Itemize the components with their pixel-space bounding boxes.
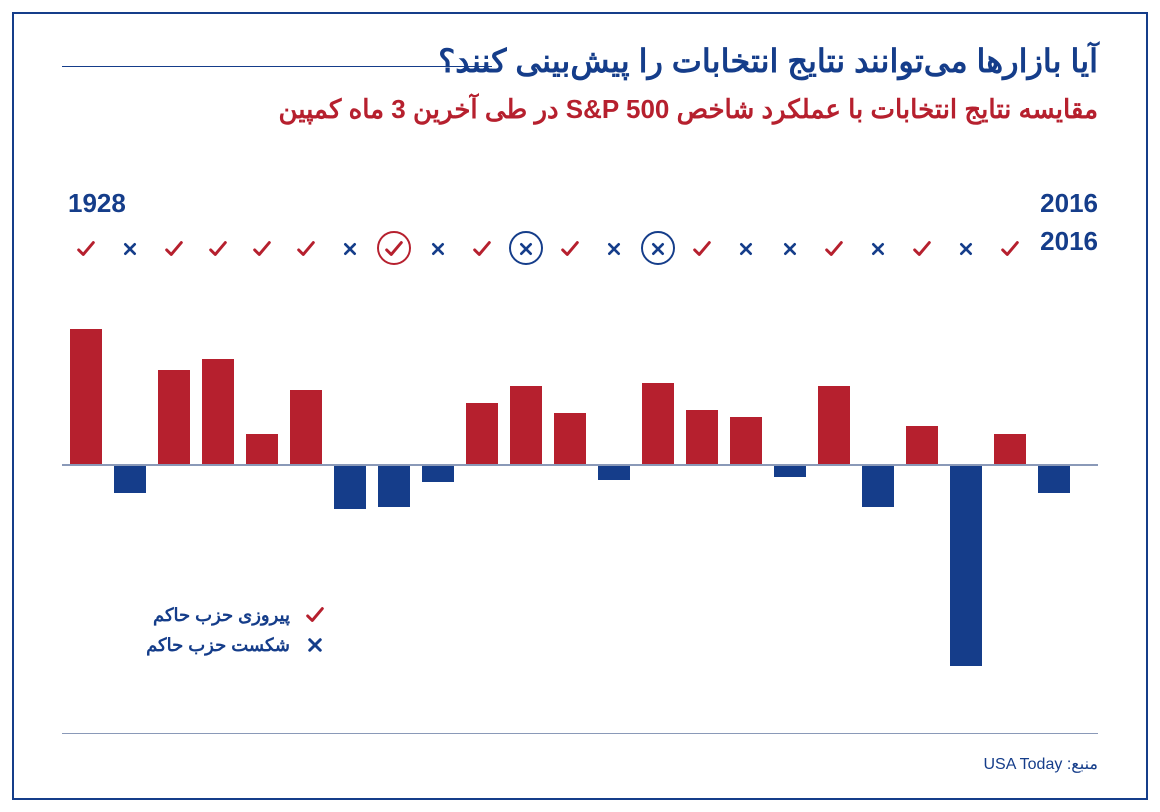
check-icon	[817, 232, 851, 266]
cross-icon	[421, 232, 455, 266]
bar	[378, 466, 410, 507]
check-icon	[553, 232, 587, 266]
cross-icon	[949, 232, 983, 266]
check-icon	[69, 232, 103, 266]
bar	[1038, 466, 1070, 493]
bar	[862, 466, 894, 507]
bar	[202, 359, 234, 464]
title-underline	[62, 66, 492, 67]
source-value: USA Today	[983, 756, 1062, 773]
bar	[334, 466, 366, 509]
bar	[818, 386, 850, 464]
subtitle: مقایسه نتایج انتخابات با عملکرد شاخص S&P…	[278, 94, 1098, 125]
bar	[730, 417, 762, 464]
bar	[642, 383, 674, 464]
chart-frame: آیا بازارها می‌توانند نتایج انتخابات را …	[12, 12, 1148, 800]
bar	[554, 413, 586, 464]
check-icon	[157, 232, 191, 266]
legend-label-win: پیروزی حزب حاکم	[153, 605, 290, 626]
bar	[158, 370, 190, 465]
legend-row-win: پیروزی حزب حاکم	[146, 604, 326, 626]
bar	[774, 466, 806, 477]
bar	[906, 426, 938, 464]
check-icon	[685, 232, 719, 266]
check-icon	[905, 232, 939, 266]
bar	[114, 466, 146, 493]
check-icon	[201, 232, 235, 266]
check-icon	[993, 232, 1027, 266]
cross-icon	[729, 232, 763, 266]
chart-area: 1928 2016 2016	[62, 184, 1098, 664]
source-label: منبع:	[1067, 756, 1098, 773]
bar	[422, 466, 454, 482]
year-label-end-top: 2016	[1040, 188, 1098, 219]
bar	[686, 410, 718, 464]
check-icon	[245, 232, 279, 266]
bar	[598, 466, 630, 480]
cross-icon	[509, 232, 543, 266]
bar	[246, 434, 278, 464]
cross-icon	[773, 232, 807, 266]
check-icon	[304, 604, 326, 626]
legend: پیروزی حزب حاکم شکست حزب حاکم	[146, 604, 326, 664]
bar	[994, 434, 1026, 464]
year-label-start: 1928	[68, 188, 126, 219]
cross-icon	[641, 232, 675, 266]
bar	[950, 466, 982, 666]
cross-icon	[113, 232, 147, 266]
cross-icon	[304, 634, 326, 656]
check-icon	[465, 232, 499, 266]
bar	[510, 386, 542, 464]
check-icon	[289, 232, 323, 266]
page-title: آیا بازارها می‌توانند نتایج انتخابات را …	[438, 42, 1098, 80]
bar	[70, 329, 102, 464]
baseline	[62, 464, 1098, 466]
cross-icon	[333, 232, 367, 266]
bottom-rule	[62, 733, 1098, 734]
check-icon	[377, 232, 411, 266]
legend-label-loss: شکست حزب حاکم	[146, 635, 290, 656]
source-credit: منبع: USA Today	[983, 754, 1098, 774]
cross-icon	[861, 232, 895, 266]
legend-row-loss: شکست حزب حاکم	[146, 634, 326, 656]
markers-row	[62, 232, 1098, 266]
bar	[466, 403, 498, 464]
cross-icon	[597, 232, 631, 266]
bar	[290, 390, 322, 464]
